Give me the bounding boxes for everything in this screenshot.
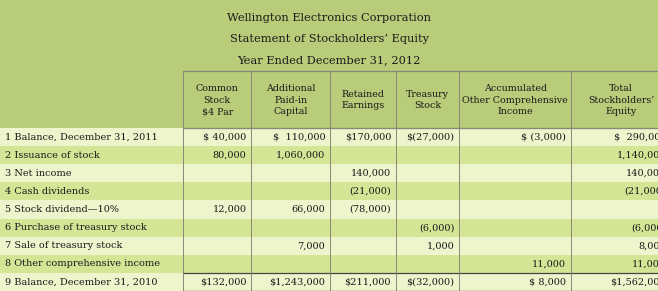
Text: 140,000: 140,000 [351, 169, 391, 178]
Text: Wellington Electronics Corporation: Wellington Electronics Corporation [227, 13, 431, 23]
Text: 7,000: 7,000 [297, 241, 325, 250]
Text: $1,243,000: $1,243,000 [269, 277, 325, 286]
Text: $1,562,000: $1,562,000 [611, 277, 658, 286]
Text: 1,140,000: 1,140,000 [617, 151, 658, 160]
Text: Retained: Retained [342, 90, 385, 99]
Text: 6 Purchase of treasury stock: 6 Purchase of treasury stock [5, 223, 147, 232]
Bar [0, 219, 658, 237]
Text: (6,000): (6,000) [631, 223, 658, 232]
Text: Income: Income [497, 107, 533, 116]
Text: Paid-in: Paid-in [274, 96, 307, 105]
Bar [0, 164, 658, 182]
Text: 66,000: 66,000 [291, 205, 325, 214]
Text: $170,000: $170,000 [345, 133, 391, 142]
Bar [0, 182, 658, 200]
Text: 1 Balance, December 31, 2011: 1 Balance, December 31, 2011 [5, 133, 158, 142]
Text: $  290,000: $ 290,000 [614, 133, 658, 142]
Text: 2 Issuance of stock: 2 Issuance of stock [5, 151, 100, 160]
Text: 4 Cash dividends: 4 Cash dividends [5, 187, 89, 196]
Text: $ 40,000: $ 40,000 [203, 133, 246, 142]
Text: Common: Common [195, 84, 239, 93]
Text: Statement of Stockholders’ Equity: Statement of Stockholders’ Equity [230, 34, 428, 44]
Text: 1,000: 1,000 [426, 241, 454, 250]
Bar [0, 146, 658, 164]
Text: (21,000): (21,000) [624, 187, 658, 196]
Text: $ 8,000: $ 8,000 [529, 277, 566, 286]
Text: 12,000: 12,000 [213, 205, 246, 214]
Text: Additional: Additional [266, 84, 316, 93]
Text: $132,000: $132,000 [200, 277, 246, 286]
Bar [0, 255, 658, 273]
Text: 7 Sale of treasury stock: 7 Sale of treasury stock [5, 241, 122, 250]
Text: Year Ended December 31, 2012: Year Ended December 31, 2012 [238, 56, 420, 65]
Text: $211,000: $211,000 [345, 277, 391, 286]
Text: Capital: Capital [274, 107, 308, 116]
Text: Other Comprehensive: Other Comprehensive [463, 96, 568, 105]
Text: 140,000: 140,000 [626, 169, 658, 178]
Text: Stockholders’: Stockholders’ [588, 96, 654, 105]
Text: Earnings: Earnings [342, 102, 385, 110]
Bar [0, 200, 658, 219]
Text: (6,000): (6,000) [419, 223, 454, 232]
Text: Stock: Stock [414, 102, 442, 110]
Text: 3 Net income: 3 Net income [5, 169, 72, 178]
Text: 8,000: 8,000 [638, 241, 658, 250]
Text: $(27,000): $(27,000) [406, 133, 454, 142]
Text: 11,000: 11,000 [532, 259, 566, 268]
Text: 5 Stock dividend—10%: 5 Stock dividend—10% [5, 205, 119, 214]
Text: 80,000: 80,000 [213, 151, 246, 160]
Text: 8 Other comprehensive income: 8 Other comprehensive income [5, 259, 160, 268]
Bar [183, 71, 658, 128]
Text: $(32,000): $(32,000) [406, 277, 454, 286]
Text: $ (3,000): $ (3,000) [521, 133, 566, 142]
Text: (21,000): (21,000) [349, 187, 391, 196]
Text: 1,060,000: 1,060,000 [276, 151, 325, 160]
Text: Equity: Equity [605, 107, 637, 116]
Text: (78,000): (78,000) [349, 205, 391, 214]
Bar [0, 237, 658, 255]
Text: $4 Par: $4 Par [201, 107, 233, 116]
Bar [0, 128, 658, 146]
Bar [0, 273, 658, 291]
Text: Total: Total [609, 84, 633, 93]
Text: Treasury: Treasury [406, 90, 449, 99]
Text: 9 Balance, December 31, 2010: 9 Balance, December 31, 2010 [5, 277, 157, 286]
Text: Stock: Stock [203, 96, 231, 105]
Text: Accumulated: Accumulated [484, 84, 547, 93]
Text: $  110,000: $ 110,000 [272, 133, 325, 142]
Text: 11,000: 11,000 [632, 259, 658, 268]
